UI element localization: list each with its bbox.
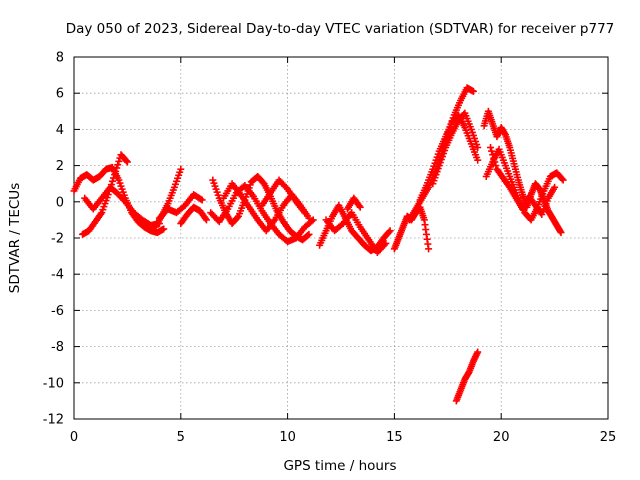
data-point xyxy=(108,177,116,185)
y-tick-label: -6 xyxy=(51,304,64,319)
x-tick-label: 20 xyxy=(493,430,510,445)
y-tick-label: 8 xyxy=(56,51,64,66)
data-point xyxy=(114,161,122,169)
y-tick-label: -2 xyxy=(51,232,64,247)
y-tick-label: 6 xyxy=(56,87,64,102)
data-point xyxy=(474,348,482,356)
x-tick-labels: 0 5 10 15 20 25 xyxy=(70,430,616,445)
data-point xyxy=(233,213,241,221)
data-point xyxy=(113,164,121,172)
data-point xyxy=(488,147,496,155)
data-point xyxy=(474,144,482,151)
data-point xyxy=(386,227,394,235)
data-point xyxy=(110,174,118,182)
data-point xyxy=(123,158,131,166)
data-points xyxy=(70,84,567,405)
data-point xyxy=(380,241,388,249)
x-tick-label: 5 xyxy=(177,430,185,445)
y-tick-label: -12 xyxy=(43,413,64,428)
y-tick-label: -10 xyxy=(43,376,64,391)
data-point xyxy=(202,216,210,224)
data-point xyxy=(301,209,309,217)
data-point xyxy=(490,154,498,162)
data-point xyxy=(197,195,205,203)
y-tick-label: -8 xyxy=(51,340,64,355)
chart-title: Day 050 of 2023, Sidereal Day-to-day VTE… xyxy=(66,21,615,37)
y-tick-label: 2 xyxy=(56,159,64,174)
data-point xyxy=(489,151,497,159)
x-tick-label: 15 xyxy=(386,430,403,445)
data-point xyxy=(305,214,313,222)
data-point xyxy=(115,157,123,165)
data-point xyxy=(305,230,313,238)
y-tick-label: 0 xyxy=(56,195,64,210)
data-point xyxy=(382,239,390,247)
data-point xyxy=(558,175,566,183)
y-tick-label: 4 xyxy=(56,123,64,138)
x-tick-label: 0 xyxy=(70,430,78,445)
data-point xyxy=(491,158,499,166)
x-tick-label: 10 xyxy=(279,430,296,445)
ticks xyxy=(73,56,609,420)
data-point xyxy=(557,229,565,237)
data-point xyxy=(177,165,185,173)
data-point xyxy=(385,228,393,236)
data-point xyxy=(551,183,559,191)
grid xyxy=(74,57,608,419)
data-point xyxy=(309,216,317,224)
data-point xyxy=(474,156,482,164)
y-tick-labels: -12 -10 -8 -6 -4 -2 0 2 4 6 8 xyxy=(43,51,64,428)
data-point xyxy=(201,214,209,222)
y-tick-label: -4 xyxy=(51,268,64,283)
data-point xyxy=(112,167,120,175)
data-point xyxy=(492,162,500,170)
x-tick-label: 25 xyxy=(600,430,617,445)
data-point xyxy=(111,171,119,179)
data-point xyxy=(356,203,364,211)
data-point xyxy=(487,144,495,151)
data-point xyxy=(559,176,567,184)
data-point xyxy=(304,231,312,239)
data-point xyxy=(97,210,105,218)
data-point xyxy=(122,157,130,165)
y-axis-label: SDTVAR / TECUs xyxy=(7,183,23,293)
data-point xyxy=(160,225,168,233)
x-axis-label: GPS time / hours xyxy=(283,458,396,474)
data-point xyxy=(425,245,433,253)
data-point xyxy=(198,196,206,204)
data-point xyxy=(355,202,363,210)
data-point xyxy=(469,87,477,95)
data-point xyxy=(282,184,290,192)
